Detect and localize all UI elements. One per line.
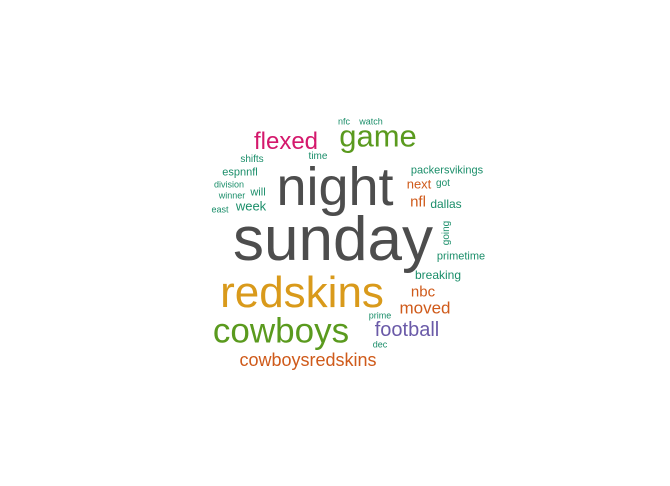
word-division: division: [213, 179, 245, 190]
word-night: night: [276, 157, 394, 217]
word-espnnfl: espnnfl: [222, 166, 258, 179]
word-flexed: flexed: [253, 128, 319, 155]
word-game: game: [339, 118, 417, 154]
word-prime: prime: [368, 310, 392, 321]
word-will: will: [250, 186, 266, 199]
word-nbc: nbc: [410, 283, 436, 301]
word-winner: winner: [218, 190, 246, 201]
word-breaking: breaking: [414, 268, 462, 282]
word-primetime: primetime: [436, 250, 486, 263]
word-nfl: nfl: [410, 193, 426, 211]
word-time: time: [308, 151, 328, 162]
word-cowboys: cowboys: [212, 311, 350, 351]
word-football: football: [374, 319, 440, 341]
word-moved: moved: [399, 298, 451, 318]
word-got: got: [436, 178, 450, 189]
word-nfc: nfc: [337, 116, 351, 127]
word-sunday: sunday: [233, 205, 433, 274]
word-dallas: dallas: [430, 197, 462, 211]
word-shifts: shifts: [240, 154, 264, 165]
word-redskins: redskins: [220, 268, 384, 317]
word-watch: watch: [359, 116, 383, 127]
word-next: next: [406, 176, 432, 192]
word-week: week: [235, 198, 267, 214]
word-going: going: [441, 220, 452, 246]
word-east: east: [211, 204, 229, 215]
word-packersvikings: packersvikings: [410, 164, 484, 177]
word-dec: dec: [372, 339, 388, 350]
word-cowboysredskins: cowboysredskins: [239, 350, 377, 370]
